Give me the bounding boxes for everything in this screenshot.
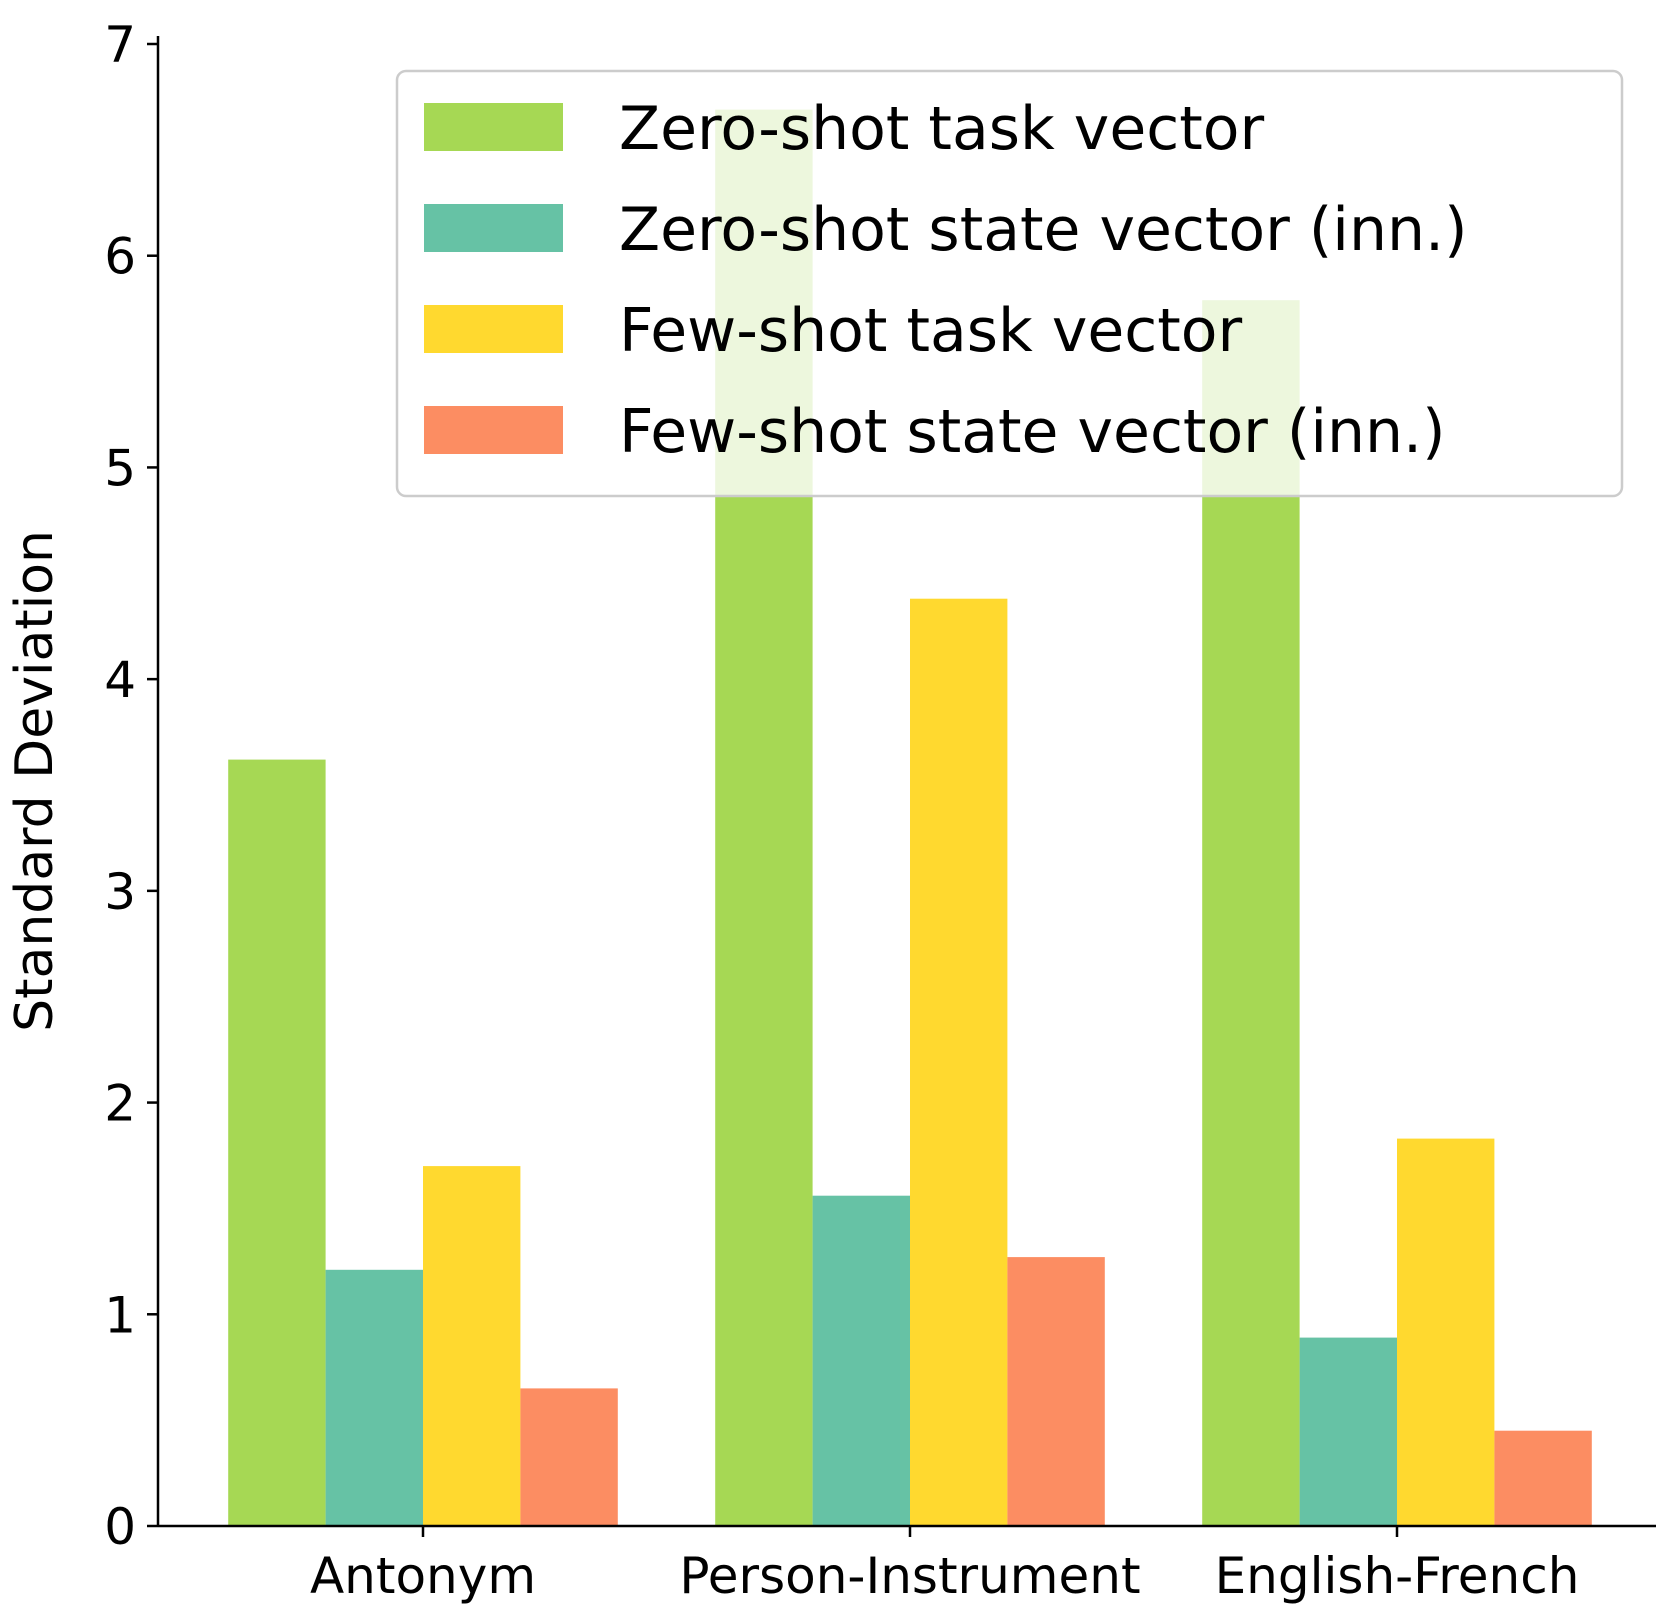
- y-tick-label: 3: [104, 863, 136, 921]
- legend-swatch: [424, 103, 563, 151]
- y-tick-label: 4: [104, 651, 136, 709]
- y-ticks: 0 1 2 3 4 5 6 7: [104, 16, 158, 1556]
- y-tick-label: 2: [104, 1075, 136, 1133]
- y-tick-label: 6: [104, 228, 136, 286]
- bar-antonym-series-2: [325, 1269, 423, 1526]
- legend-swatch: [424, 406, 563, 454]
- legend-label: Few-shot task vector: [619, 296, 1242, 366]
- bar-antonym-series-4: [520, 1388, 618, 1526]
- y-tick-label: 1: [104, 1286, 136, 1344]
- y-tick-label: 7: [104, 16, 136, 74]
- x-tick-label: English-French: [1215, 1547, 1580, 1605]
- bar-person-instrument-series-3: [910, 598, 1008, 1526]
- bar-person-instrument-series-4: [1007, 1257, 1105, 1526]
- legend-label: Zero-shot state vector (inn.): [619, 195, 1468, 265]
- y-axis-title: Standard Deviation: [5, 530, 65, 1032]
- legend: Zero-shot task vector Zero-shot state vec…: [395, 69, 1624, 498]
- bars-layer: [228, 109, 1592, 1527]
- x-tick-label: Antonym: [310, 1547, 536, 1605]
- axes-layer: [156, 36, 1656, 1528]
- bar-antonym-series-1: [228, 759, 326, 1526]
- y-tick-label: 5: [104, 439, 136, 497]
- bar-english-french-series-4: [1494, 1430, 1592, 1526]
- bar-english-french-series-1: [1202, 300, 1300, 1527]
- x-ticks: Antonym Person-Instrument English-French: [310, 1526, 1579, 1605]
- bar-english-french-series-3: [1397, 1138, 1495, 1526]
- x-tick-label: Person-Instrument: [679, 1547, 1140, 1605]
- legend-label: Few-shot state vector (inn.): [619, 397, 1446, 467]
- bar-english-french-series-2: [1299, 1337, 1397, 1526]
- legend-label: Zero-shot task vector: [619, 94, 1264, 164]
- legend-swatch: [424, 305, 563, 353]
- y-tick-label: 0: [104, 1498, 136, 1556]
- legend-frame: [395, 69, 1624, 498]
- legend-swatch: [424, 204, 563, 252]
- bar-antonym-series-3: [423, 1166, 521, 1526]
- bar-person-instrument-series-2: [812, 1195, 910, 1526]
